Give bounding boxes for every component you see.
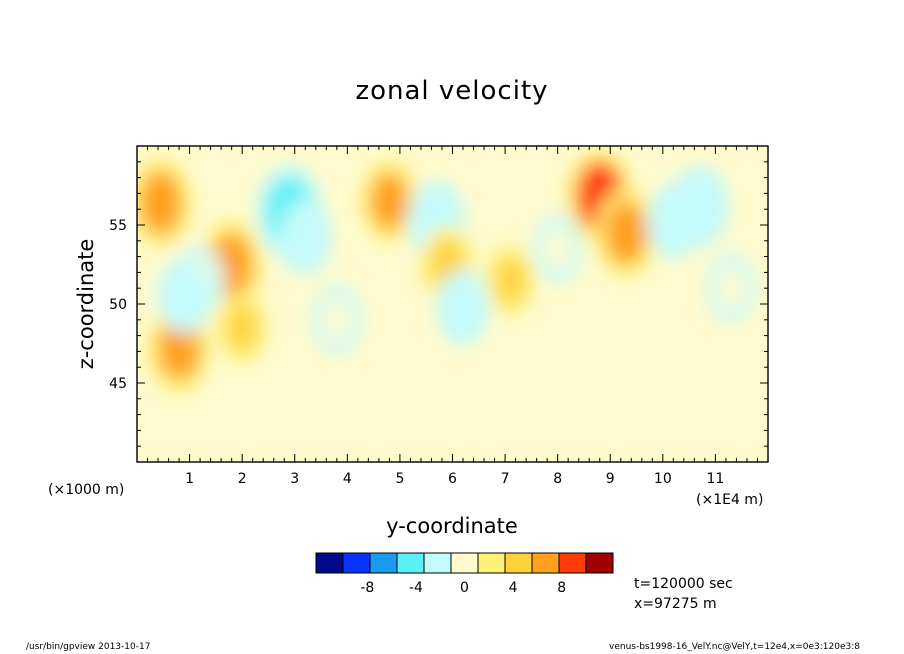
y-axis-label: z-coordinate	[74, 238, 98, 370]
colorbar-label: -4	[409, 580, 423, 596]
colorbar-swatch	[342, 552, 371, 574]
colorbar-swatch	[531, 552, 560, 574]
field-feature	[288, 212, 322, 264]
x-unit-left: (×1000 m)	[48, 482, 125, 498]
field-feature	[322, 297, 352, 343]
colorbar-swatch	[477, 552, 506, 574]
field-feature	[139, 170, 182, 235]
colorbar-swatch	[396, 552, 425, 574]
x-tick-label: 1	[185, 471, 194, 487]
colorbar-label: 0	[460, 580, 469, 596]
colorbar-swatch	[315, 552, 344, 574]
footer-left: /usr/bin/gpview 2013-10-17	[26, 642, 151, 652]
field-feature	[605, 200, 648, 265]
colorbar-swatch	[423, 552, 452, 574]
field-feature	[495, 257, 525, 303]
field-feature	[543, 226, 573, 272]
y-tick-label: 45	[109, 376, 127, 392]
field-feature	[656, 196, 690, 248]
x-unit-right: (×1E4 m)	[696, 492, 764, 508]
x-tick-label: 10	[654, 471, 672, 487]
colorbar-label: 4	[509, 580, 518, 596]
x-tick-label: 8	[553, 471, 562, 487]
colorbar-swatch	[450, 552, 479, 574]
contour-field	[137, 146, 768, 462]
field-anomalies	[137, 149, 756, 393]
colorbar-label: -8	[360, 580, 374, 596]
field-feature	[370, 172, 409, 231]
colorbar-swatch	[504, 552, 533, 574]
colorbar: -8 -4 0 4 8	[315, 552, 614, 596]
y-tick-label: 50	[109, 297, 127, 313]
x-tick-label: 5	[395, 471, 404, 487]
colorbar-swatch	[558, 552, 587, 574]
colorbar-label: 8	[557, 580, 566, 596]
x-tick-label: 7	[501, 471, 510, 487]
y-tick-label: 55	[109, 218, 127, 234]
field-feature	[716, 265, 746, 311]
x-tick-label: 9	[606, 471, 615, 487]
colorbar-swatch	[369, 552, 398, 574]
time-info: t=120000 sec	[634, 576, 733, 592]
footer-right: venus-bs1998-16_VelY.nc@VelY,t=12e4,x=0e…	[609, 642, 860, 652]
x-tick-label: 2	[238, 471, 247, 487]
x-tick-label: 6	[448, 471, 457, 487]
field-feature	[167, 270, 201, 322]
x-tick-label: 4	[343, 471, 352, 487]
x-axis-label: y-coordinate	[386, 514, 518, 538]
x-tick-label: 3	[290, 471, 299, 487]
x-tick-label: 11	[707, 471, 725, 487]
field-feature	[446, 281, 480, 333]
field-feature	[227, 305, 257, 351]
colorbar-swatch	[585, 552, 614, 574]
position-info: x=97275 m	[634, 596, 717, 612]
chart-title: zonal velocity	[355, 76, 549, 106]
